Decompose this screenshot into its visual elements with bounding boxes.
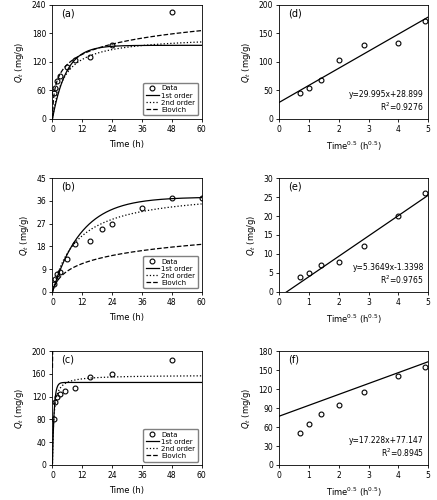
Text: (f): (f) (288, 354, 299, 364)
Text: (e): (e) (288, 182, 302, 192)
Legend: Data, 1st order, 2nd order, Elovich: Data, 1st order, 2nd order, Elovich (143, 256, 198, 288)
Y-axis label: $Q_t$ (mg/g): $Q_t$ (mg/g) (245, 214, 257, 256)
X-axis label: Time$^{0.5}$ (h$^{0.5}$): Time$^{0.5}$ (h$^{0.5}$) (326, 140, 382, 153)
X-axis label: Time$^{0.5}$ (h$^{0.5}$): Time$^{0.5}$ (h$^{0.5}$) (326, 486, 382, 499)
Legend: Data, 1st order, 2nd order, Elovich: Data, 1st order, 2nd order, Elovich (143, 82, 198, 116)
Y-axis label: $Q_t$ (mg/g): $Q_t$ (mg/g) (240, 388, 253, 428)
X-axis label: Time (h): Time (h) (110, 140, 145, 148)
Y-axis label: $Q_t$ (mg/g): $Q_t$ (mg/g) (18, 214, 31, 256)
Y-axis label: $Q_t$ (mg/g): $Q_t$ (mg/g) (13, 388, 26, 428)
Text: y=5.3649x-1.3398
R$^2$=0.9765: y=5.3649x-1.3398 R$^2$=0.9765 (352, 263, 424, 286)
X-axis label: Time$^{0.5}$ (h$^{0.5}$): Time$^{0.5}$ (h$^{0.5}$) (326, 312, 382, 326)
Text: y=17.228x+77.147
R$^2$=0.8945: y=17.228x+77.147 R$^2$=0.8945 (349, 436, 424, 460)
Text: y=29.995x+28.899
R$^2$=0.9276: y=29.995x+28.899 R$^2$=0.9276 (349, 90, 424, 113)
Text: (b): (b) (61, 182, 75, 192)
Legend: Data, 1st order, 2nd order, Elovich: Data, 1st order, 2nd order, Elovich (143, 429, 198, 462)
Y-axis label: $Q_t$ (mg/g): $Q_t$ (mg/g) (240, 42, 253, 82)
X-axis label: Time (h): Time (h) (110, 312, 145, 322)
X-axis label: Time (h): Time (h) (110, 486, 145, 495)
Y-axis label: $Q_t$ (mg/g): $Q_t$ (mg/g) (13, 42, 26, 82)
Text: (c): (c) (61, 354, 74, 364)
Text: (a): (a) (61, 8, 75, 18)
Text: (d): (d) (288, 8, 302, 18)
